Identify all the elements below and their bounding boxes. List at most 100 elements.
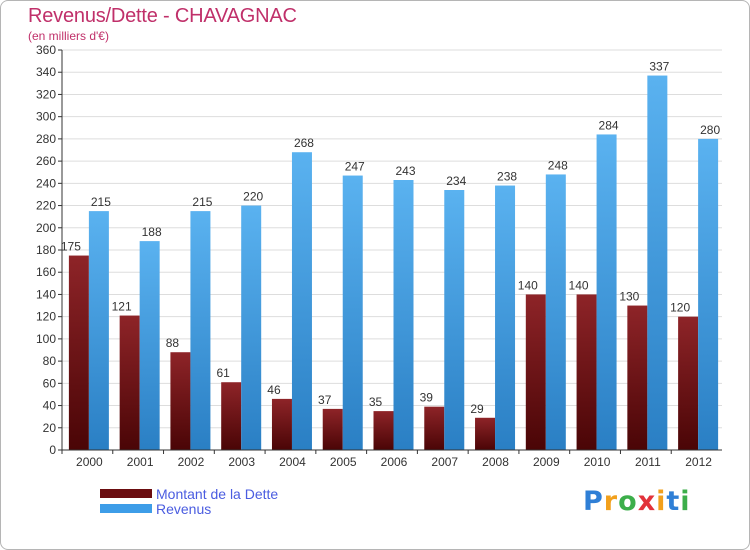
- bar-revenus-2009: [545, 174, 566, 450]
- bar-revenus-2007: [444, 190, 465, 450]
- logo-letter-2: o: [618, 486, 638, 517]
- bar-revenus-2003: [241, 205, 262, 450]
- bar-revenus-2010: [596, 134, 617, 450]
- x-tick-label-2000: 2000: [76, 455, 103, 469]
- value-label-revenus-2005: 247: [345, 160, 365, 174]
- logo-letter-3: x: [637, 486, 657, 517]
- logo-letter-5: t: [666, 486, 681, 517]
- y-tick-label-160: 160: [36, 265, 56, 279]
- bar-revenus-2006: [393, 180, 414, 450]
- bar-dette-2010: [576, 294, 597, 450]
- y-tick-label-200: 200: [36, 221, 56, 235]
- x-tick-label-2006: 2006: [381, 455, 408, 469]
- bar-dette-2008: [475, 417, 496, 450]
- value-label-dette-2009: 140: [518, 278, 538, 292]
- y-tick-label-340: 340: [36, 65, 56, 79]
- value-label-dette-2012: 120: [670, 301, 690, 315]
- y-tick-label-280: 280: [36, 132, 56, 146]
- value-label-revenus-2002: 215: [192, 195, 212, 209]
- value-label-revenus-2012: 280: [700, 123, 720, 137]
- legend-label-revenus: Revenus: [156, 500, 212, 517]
- legend-item-dette: Montant de la Dette: [100, 485, 279, 502]
- y-tick-label-100: 100: [36, 332, 56, 346]
- y-tick-label-240: 240: [36, 176, 56, 190]
- bar-revenus-2011: [647, 75, 668, 451]
- chart-subtitle: (en milliers d'€): [28, 29, 109, 43]
- value-label-dette-2006: 35: [369, 395, 383, 409]
- bar-revenus-2012: [698, 138, 719, 450]
- bar-dette-2001: [119, 315, 140, 450]
- bar-revenus-2005: [342, 175, 363, 451]
- value-label-revenus-2007: 234: [446, 174, 466, 188]
- bar-revenus-2001: [139, 241, 160, 450]
- chart-title: Revenus/Dette - CHAVAGNAC: [28, 5, 297, 27]
- value-label-dette-2011: 130: [619, 290, 639, 304]
- logo-letter-6: i: [680, 486, 691, 517]
- y-tick-label-220: 220: [36, 199, 56, 213]
- value-label-revenus-2001: 188: [142, 225, 162, 239]
- bar-dette-2005: [322, 408, 343, 450]
- value-label-revenus-2004: 268: [294, 136, 314, 150]
- bar-dette-2003: [221, 382, 242, 450]
- value-label-revenus-2008: 238: [497, 170, 517, 184]
- bar-revenus-2008: [495, 185, 516, 451]
- y-tick-label-80: 80: [43, 354, 57, 368]
- x-tick-label-2008: 2008: [482, 455, 509, 469]
- x-tick-label-2012: 2012: [685, 455, 712, 469]
- x-tick-label-2002: 2002: [178, 455, 205, 469]
- x-tick-label-2011: 2011: [635, 455, 661, 469]
- value-label-revenus-2011: 337: [649, 60, 669, 74]
- value-label-dette-2001: 121: [112, 300, 132, 314]
- bar-revenus-2004: [291, 152, 312, 450]
- bar-dette-2006: [373, 411, 394, 450]
- bar-dette-2002: [170, 352, 191, 450]
- value-label-dette-2003: 61: [217, 366, 231, 380]
- proxiti-logo: Proxiti: [583, 486, 691, 517]
- x-tick-label-2005: 2005: [330, 455, 357, 469]
- value-label-revenus-2000: 215: [91, 195, 111, 209]
- logo-letter-0: P: [583, 486, 604, 517]
- y-tick-label-0: 0: [49, 443, 56, 457]
- bar-dette-2000: [68, 255, 89, 450]
- label-layer: 175 215 121 188 88 215 61 220 46 268 37 247 35 243 39 2…: [61, 60, 721, 416]
- legend-item-revenus: Revenus: [100, 500, 278, 517]
- y-tick-label-120: 120: [36, 310, 56, 324]
- legend-swatch-dette: [100, 489, 152, 498]
- logo-letter-1: r: [603, 486, 619, 517]
- logo-letter-4: i: [656, 486, 667, 517]
- value-label-revenus-2009: 248: [548, 158, 568, 172]
- x-tick-label-2001: 2001: [127, 455, 154, 469]
- bar-layer: [68, 75, 719, 451]
- value-label-dette-2008: 29: [470, 402, 484, 416]
- bar-dette-2011: [627, 305, 648, 450]
- value-label-dette-2010: 140: [569, 278, 589, 292]
- value-label-revenus-2006: 243: [395, 164, 415, 178]
- x-tick-label-2004: 2004: [279, 455, 306, 469]
- bar-dette-2007: [424, 406, 445, 450]
- value-label-dette-2000: 175: [61, 240, 81, 254]
- y-tick-label-300: 300: [36, 110, 56, 124]
- value-label-dette-2002: 88: [166, 336, 180, 350]
- y-tick-label-140: 140: [36, 287, 56, 301]
- y-tick-label-260: 260: [36, 154, 56, 168]
- y-tick-label-40: 40: [43, 399, 57, 413]
- legend-swatch-revenus: [100, 504, 152, 513]
- value-label-revenus-2003: 220: [243, 190, 263, 204]
- value-label-dette-2004: 46: [267, 383, 281, 397]
- bar-revenus-2002: [190, 211, 211, 450]
- x-tick-label-2007: 2007: [431, 455, 458, 469]
- y-tick-label-320: 320: [36, 87, 56, 101]
- legend: Montant de la Dette Revenus: [100, 485, 279, 517]
- x-tick-label-2003: 2003: [228, 455, 255, 469]
- bar-dette-2012: [678, 316, 699, 450]
- value-label-dette-2005: 37: [318, 393, 332, 407]
- legend-label-dette: Montant de la Dette: [156, 485, 279, 502]
- bar-dette-2009: [525, 294, 546, 450]
- value-label-revenus-2010: 284: [599, 118, 619, 132]
- x-tick-label-2010: 2010: [584, 455, 611, 469]
- x-tick-label-2009: 2009: [533, 455, 560, 469]
- y-tick-label-60: 60: [43, 376, 57, 390]
- y-tick-label-20: 20: [43, 421, 57, 435]
